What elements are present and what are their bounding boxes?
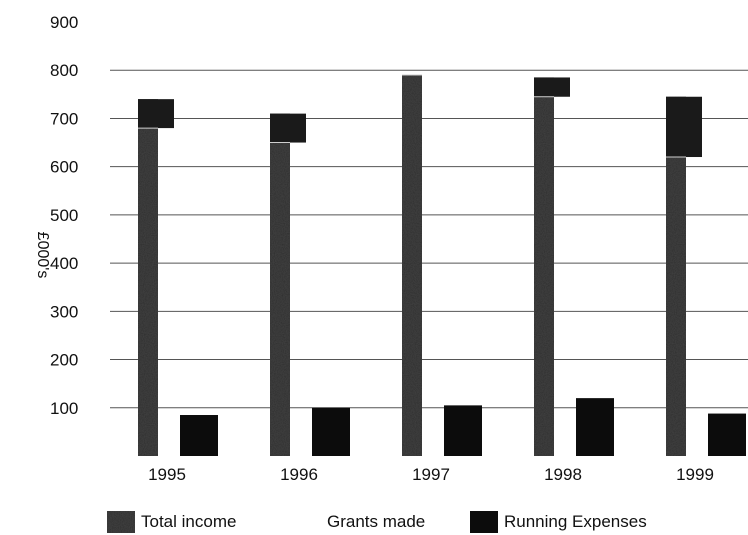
- y-tick-label: 700: [50, 109, 78, 128]
- x-tick-label: 1995: [148, 465, 186, 484]
- legend-item-total-income: Total income: [107, 508, 236, 535]
- x-tick-label: 1997: [412, 465, 450, 484]
- legend-item-running-expenses: Running Expenses: [470, 508, 647, 535]
- y-tick-label: 800: [50, 61, 78, 80]
- bar-income-excess: [270, 113, 306, 143]
- x-tick-label: 1996: [280, 465, 318, 484]
- legend-label-grants-made: Grants made: [327, 511, 426, 531]
- x-tick-label: 1999: [676, 465, 714, 484]
- bar-running-expenses: [312, 407, 350, 456]
- x-axis-ticks: 1995 1996 1997 1998 1999: [148, 465, 714, 484]
- gridlines: [110, 69, 748, 409]
- black-swatch-icon: [470, 510, 498, 533]
- speckled-swatch-icon: [107, 510, 135, 533]
- bar-total-income: [138, 99, 158, 457]
- bar-income-excess: [666, 96, 702, 158]
- y-axis-label: £000's: [34, 232, 51, 279]
- bar-income-excess: [534, 77, 570, 97]
- bar-total-income: [534, 77, 554, 456]
- y-tick-label: 600: [50, 158, 78, 177]
- legend: Total income Grants made Running Expense…: [0, 508, 748, 535]
- bars: [138, 74, 746, 457]
- bar-total-income: [666, 96, 686, 456]
- bar-total-income: [270, 113, 290, 456]
- bar-total-income: [402, 75, 422, 457]
- bar-running-expenses: [444, 405, 482, 456]
- y-tick-label: 900: [50, 13, 78, 32]
- y-tick-label: 400: [50, 254, 78, 273]
- legend-label-running-expenses: Running Expenses: [504, 511, 647, 531]
- bar-running-expenses: [180, 415, 218, 456]
- bar-chart: 100 200 300 400 500 600 700 800 900 1995 1996 1997…: [34, 13, 748, 484]
- y-axis-ticks: 100 200 300 400 500 600 700 800 900: [50, 13, 78, 418]
- bar-running-expenses: [708, 413, 746, 456]
- bar-income-excess: [138, 99, 174, 129]
- bar-running-expenses: [576, 398, 614, 456]
- y-tick-label: 300: [50, 302, 78, 321]
- legend-label-total-income: Total income: [141, 511, 237, 531]
- x-tick-label: 1998: [544, 465, 582, 484]
- y-tick-label: 100: [50, 399, 78, 418]
- legend-item-grants-made: Grants made: [327, 508, 425, 535]
- y-tick-label: 500: [50, 206, 78, 225]
- y-tick-label: 200: [50, 351, 78, 370]
